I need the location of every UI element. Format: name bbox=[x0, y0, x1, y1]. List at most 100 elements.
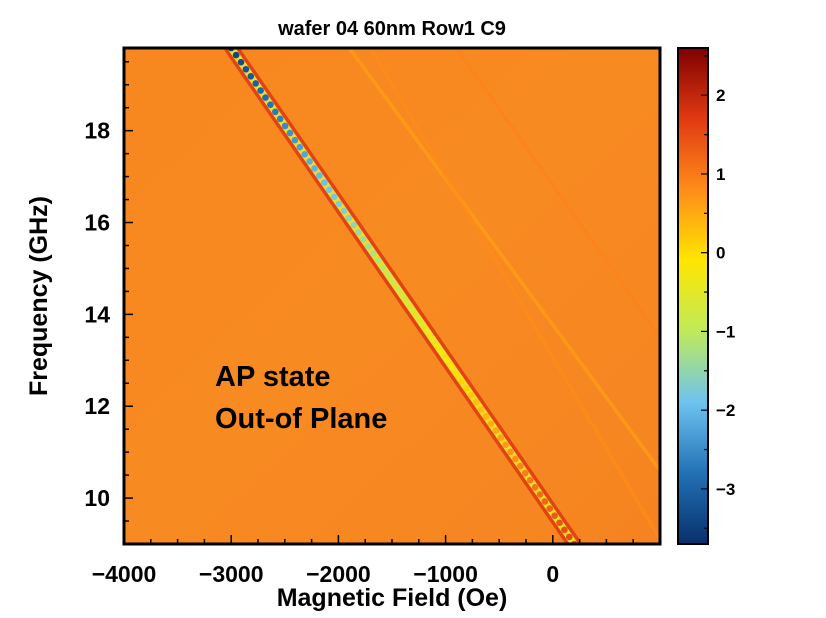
mode-point bbox=[272, 108, 279, 116]
annotation-out-of-plane: Out-of Plane bbox=[215, 403, 387, 435]
x-tick-label: −3000 bbox=[199, 561, 264, 587]
x-tick-label: 0 bbox=[546, 561, 559, 587]
mode-point bbox=[247, 73, 255, 80]
mode-point bbox=[360, 236, 367, 243]
colorbar-ticks: 2 1 0 −1 −2 −3 bbox=[701, 55, 735, 529]
mode-point bbox=[262, 94, 269, 101]
mode-point bbox=[463, 384, 470, 392]
x-axis-label: Magnetic Field (Oe) bbox=[277, 584, 508, 612]
colorbar-tick-label: −3 bbox=[716, 480, 735, 499]
mode-point bbox=[350, 221, 358, 229]
mode-point bbox=[374, 257, 382, 264]
mode-point bbox=[531, 484, 539, 491]
mode-point bbox=[257, 87, 264, 94]
y-tick-label: 18 bbox=[84, 118, 110, 144]
mode-point bbox=[370, 250, 377, 257]
y-tick-label: 10 bbox=[84, 485, 110, 511]
colorbar bbox=[677, 47, 709, 545]
mode-point bbox=[428, 335, 436, 342]
heatmap-background bbox=[124, 48, 660, 544]
mode-point bbox=[546, 505, 554, 512]
mode-point bbox=[394, 285, 402, 293]
y-axis-label: Frequency (GHz) bbox=[25, 196, 53, 396]
mode-point bbox=[409, 306, 416, 314]
colorbar-tick-label: 1 bbox=[716, 165, 725, 184]
mode-point bbox=[286, 129, 294, 137]
mode-point bbox=[556, 519, 563, 527]
mode-point bbox=[423, 328, 431, 335]
mode-point bbox=[472, 398, 480, 406]
mode-point bbox=[316, 172, 323, 179]
mode-point bbox=[311, 165, 318, 172]
x-tick-label: −2000 bbox=[306, 561, 371, 587]
mode-point bbox=[281, 122, 289, 130]
colorbar-tick-label: −1 bbox=[716, 322, 735, 341]
mode-point bbox=[453, 370, 460, 378]
mode-point bbox=[306, 158, 313, 165]
x-tick-label: −1000 bbox=[413, 561, 478, 587]
mode-point bbox=[276, 115, 284, 123]
mode-point bbox=[536, 491, 544, 498]
mode-point bbox=[340, 207, 348, 215]
mode-point bbox=[492, 427, 500, 434]
mode-point bbox=[335, 200, 343, 208]
mode-line bbox=[369, 48, 660, 541]
mode-point bbox=[291, 136, 299, 144]
chart-title: wafer 04 60nm Row1 C9 bbox=[277, 18, 506, 40]
mode-point bbox=[404, 299, 411, 307]
mode-point bbox=[419, 321, 426, 328]
colorbar-tick-label: −2 bbox=[716, 401, 735, 420]
mode-point bbox=[551, 512, 558, 519]
mode-point bbox=[458, 377, 465, 385]
heatmap-area bbox=[124, 48, 660, 544]
mode-point bbox=[365, 243, 372, 250]
mode-point bbox=[267, 101, 274, 108]
mode-point bbox=[487, 420, 495, 427]
mode-point bbox=[237, 58, 245, 66]
mode-point bbox=[399, 292, 407, 300]
mode-line bbox=[454, 48, 660, 339]
mode-point bbox=[384, 271, 392, 279]
mode-point bbox=[477, 406, 485, 413]
mode-point bbox=[497, 434, 505, 442]
mode-point bbox=[345, 214, 353, 222]
mode-point bbox=[512, 455, 519, 463]
mode-point bbox=[517, 462, 524, 470]
mode-point bbox=[502, 441, 509, 449]
mode-point bbox=[482, 413, 490, 420]
mode-point bbox=[526, 476, 534, 484]
mode-point bbox=[521, 469, 529, 477]
mode-point bbox=[433, 342, 441, 349]
resonance-modes bbox=[224, 48, 660, 544]
mode-secondary-2 bbox=[369, 48, 660, 541]
mode-point bbox=[561, 526, 568, 534]
colorbar-tick-label: 2 bbox=[716, 86, 725, 105]
mode-secondary-3 bbox=[454, 48, 660, 339]
y-tick-label: 12 bbox=[84, 393, 110, 419]
x-axis: −4000 −3000 −2000 −1000 0 bbox=[92, 535, 661, 587]
mode-secondary-1 bbox=[347, 48, 660, 472]
mode-point bbox=[414, 313, 421, 321]
mode-point bbox=[438, 349, 446, 356]
mode-point bbox=[325, 186, 333, 194]
mode-point bbox=[355, 228, 362, 236]
annotation-ap-state: AP state bbox=[215, 361, 331, 393]
y-tick-label: 14 bbox=[84, 301, 110, 327]
mode-point bbox=[389, 278, 397, 286]
y-tick-label: 16 bbox=[84, 210, 110, 236]
mode-point bbox=[566, 533, 573, 541]
colorbar-tick-label: 0 bbox=[716, 244, 725, 263]
mode-point bbox=[379, 264, 387, 271]
mode-point bbox=[296, 143, 304, 151]
mode-point bbox=[448, 363, 456, 371]
x-tick-label: −4000 bbox=[92, 561, 157, 587]
mode-point bbox=[443, 356, 451, 364]
mode-point bbox=[321, 179, 328, 186]
mode-main bbox=[224, 48, 582, 544]
mode-point bbox=[252, 80, 260, 87]
mode-line bbox=[347, 48, 660, 472]
mode-point bbox=[330, 193, 338, 201]
mode-point bbox=[468, 391, 475, 399]
mode-point bbox=[541, 498, 549, 505]
